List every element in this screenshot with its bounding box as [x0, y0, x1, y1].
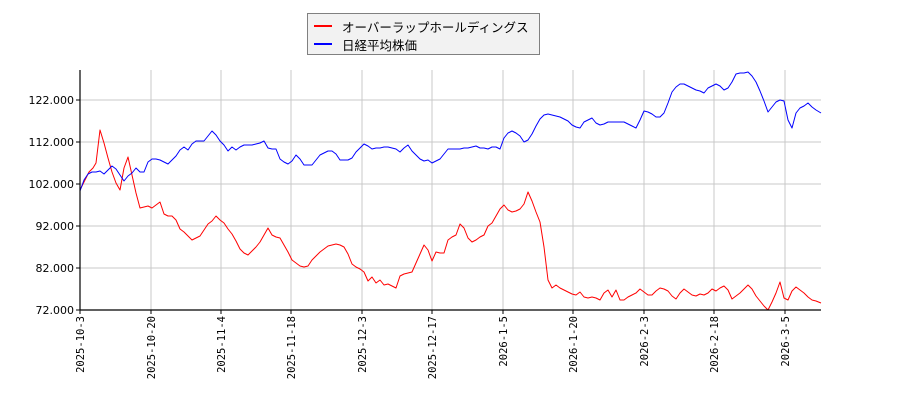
legend-swatch-blue [314, 43, 332, 45]
x-axis-ticks: 2025-10-3 2025-10-20 2025-11-4 2025-11-18 20… [75, 310, 792, 379]
y-tick-label: 82.000 [36, 262, 75, 275]
x-tick-label: 2026-3-5 [780, 316, 792, 367]
legend-item-nikkei: 日経平均株価 [314, 35, 417, 53]
x-tick-label: 2026-1-5 [498, 316, 510, 367]
legend-item-overlap-holdings: オーバーラップホールディングス [314, 17, 529, 35]
legend-swatch-red [314, 25, 332, 27]
chart-legend: オーバーラップホールディングス 日経平均株価 [307, 13, 540, 55]
data-series [79, 71, 822, 311]
gridlines [79, 70, 821, 311]
y-tick-label: 112.000 [29, 136, 75, 149]
x-tick-label: 2025-12-17 [427, 316, 439, 379]
x-tick-label: 2025-10-3 [75, 316, 87, 373]
series-line-nikkei [79, 71, 822, 192]
series-line-overlap-holdings [79, 129, 822, 311]
x-tick-label: 2026-1-20 [568, 316, 580, 373]
legend-label: 日経平均株価 [342, 37, 418, 53]
x-tick-label: 2026-2-3 [639, 316, 651, 367]
x-tick-label: 2025-11-4 [216, 316, 228, 373]
x-tick-label: 2026-2-18 [709, 316, 721, 373]
x-tick-label: 2025-10-20 [146, 316, 158, 379]
legend-label: オーバーラップホールディングス [342, 19, 529, 35]
y-tick-label: 92.000 [36, 220, 75, 233]
y-axis-ticks: 72.000 82.000 92.000 102.000 112.000 122.000 [29, 94, 80, 317]
axes [79, 70, 821, 311]
y-tick-label: 72.000 [36, 304, 75, 317]
y-tick-label: 102.000 [29, 178, 75, 191]
y-tick-label: 122.000 [29, 94, 75, 107]
x-tick-label: 2025-12-3 [357, 316, 369, 373]
x-tick-label: 2025-11-18 [286, 316, 298, 379]
